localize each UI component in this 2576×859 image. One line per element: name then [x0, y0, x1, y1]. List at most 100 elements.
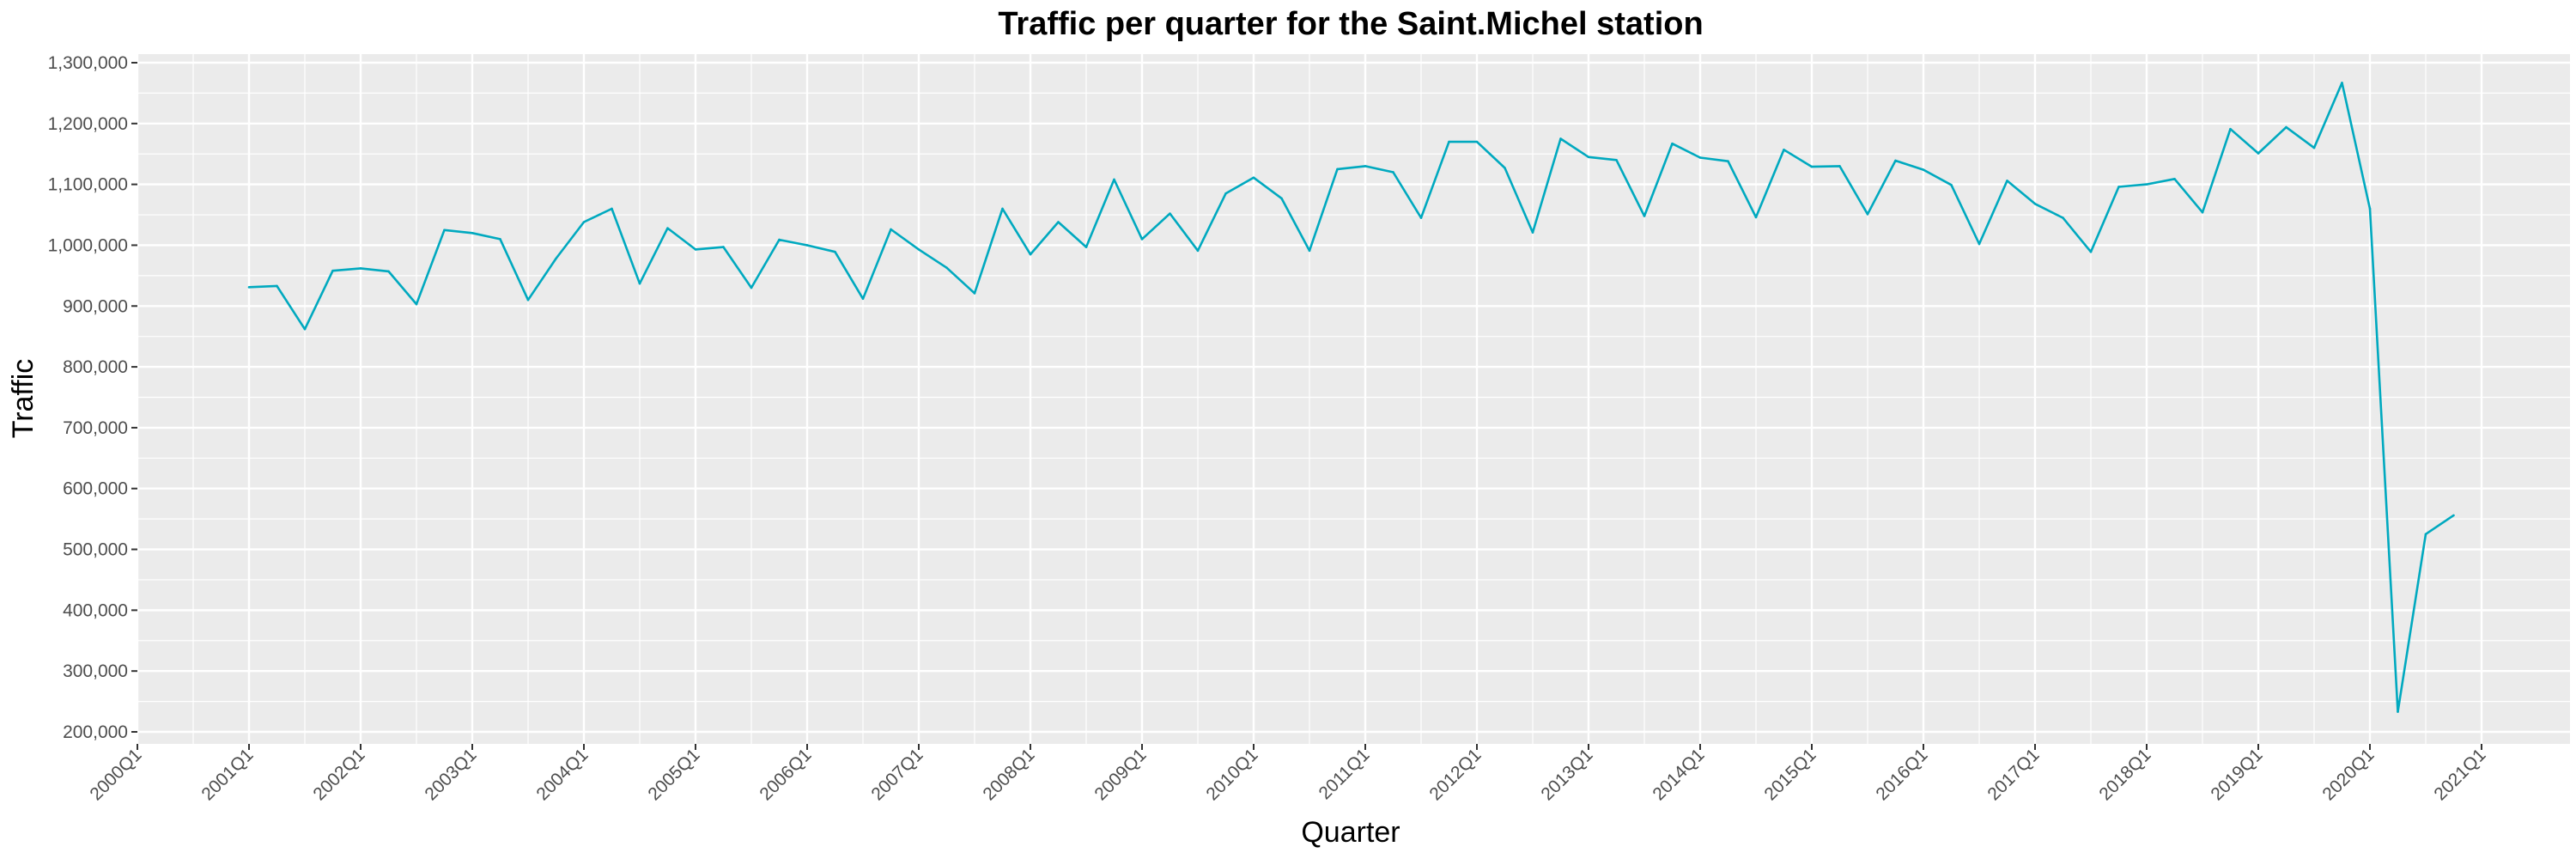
data-point [1866, 213, 1869, 216]
data-point [2312, 146, 2316, 149]
x-tick-label: 2001Q1 [197, 745, 257, 804]
data-point [1950, 184, 1953, 186]
y-tick-label: 500,000 [63, 540, 128, 560]
series-group [247, 82, 2455, 713]
data-point [2145, 183, 2148, 186]
y-tick-label: 400,000 [63, 600, 128, 620]
data-point [1336, 168, 1339, 171]
x-tick-label: 2012Q1 [1425, 745, 1485, 804]
data-point [2424, 533, 2427, 536]
data-point [945, 266, 948, 269]
x-tick-label: 2007Q1 [867, 745, 927, 804]
data-point [2201, 210, 2204, 214]
series-line [248, 82, 2455, 713]
data-point [834, 250, 836, 253]
x-tick-label: 2013Q1 [1537, 745, 1596, 804]
x-tick-label: 2008Q1 [979, 745, 1038, 804]
data-point [805, 244, 809, 247]
data-point [2062, 216, 2064, 219]
chart-title: Traffic per quarter for the Saint.Michel… [998, 6, 1703, 42]
y-tick-label: 1,200,000 [48, 114, 128, 134]
data-point [1140, 238, 1144, 241]
data-point [666, 227, 669, 229]
data-point [1922, 168, 1925, 171]
data-point [2229, 127, 2232, 131]
data-point [1448, 140, 1450, 143]
y-tick-label: 800,000 [63, 357, 128, 377]
data-point [1531, 231, 1534, 234]
y-tick-label: 600,000 [63, 479, 128, 499]
data-point [1475, 140, 1479, 143]
data-point [2341, 82, 2343, 84]
plot-panel [137, 54, 2570, 744]
data-point [1169, 212, 1171, 215]
data-point [778, 238, 781, 241]
data-point [2117, 186, 2120, 188]
data-point [1783, 148, 1785, 151]
y-tick-label: 900,000 [63, 296, 128, 316]
x-tick-label: 2005Q1 [644, 745, 703, 804]
data-point [2397, 710, 2399, 713]
data-point [1252, 176, 1255, 180]
x-tick-label: 2017Q1 [1984, 745, 2043, 804]
data-point [1364, 165, 1367, 168]
data-point [1838, 165, 1841, 168]
major-gridlines [136, 54, 2570, 744]
data-point [1671, 142, 1674, 145]
y-tick-label: 1,000,000 [48, 235, 128, 255]
x-tick-label: 2018Q1 [2095, 745, 2154, 804]
data-point [750, 286, 753, 289]
data-point [247, 286, 251, 289]
minor-gridlines [137, 54, 2570, 744]
x-tick-label: 2009Q1 [1091, 745, 1150, 804]
data-point [443, 228, 446, 232]
data-point [1643, 215, 1646, 217]
data-point [1196, 249, 1200, 253]
x-tick-label: 2011Q1 [1315, 745, 1374, 803]
x-tick-label: 2002Q1 [309, 745, 368, 804]
data-point [638, 282, 641, 285]
data-point [861, 297, 865, 301]
data-point [499, 238, 501, 241]
y-axis-title: Traffic [7, 359, 39, 439]
data-point [1084, 246, 1088, 248]
data-point [1057, 221, 1060, 223]
x-tick-label: 2015Q1 [1760, 745, 1820, 804]
y-tick-label: 1,300,000 [48, 53, 128, 73]
data-point [303, 327, 307, 331]
data-point [890, 228, 892, 231]
x-tick-label: 2014Q1 [1649, 745, 1708, 804]
x-tick-label: 2000Q1 [86, 745, 145, 804]
data-point [415, 302, 418, 306]
data-point [1224, 192, 1227, 195]
data-point [1615, 159, 1618, 161]
data-point [1419, 216, 1423, 219]
data-point [1029, 253, 1032, 256]
x-tick-label: 2019Q1 [2207, 745, 2266, 804]
data-point [359, 267, 362, 270]
data-point [973, 292, 976, 295]
data-point [1559, 137, 1562, 140]
x-tick-label: 2016Q1 [1872, 745, 1931, 804]
data-point [2285, 125, 2287, 129]
data-point [526, 298, 530, 302]
data-point [1504, 167, 1506, 169]
data-point [2257, 152, 2260, 155]
data-point [471, 231, 474, 235]
x-tick-label: 2004Q1 [532, 745, 592, 804]
data-point [1698, 156, 1702, 159]
data-point [2089, 250, 2093, 253]
data-point [387, 270, 390, 273]
x-axis: 2000Q1 2001Q1 2002Q1 2003Q1 2004Q1 2005Q1 2006… [86, 744, 2490, 804]
data-point [331, 269, 334, 272]
data-point [1727, 160, 1729, 163]
y-axis: 200,000 300,000 400,000 500,000 600,000 700,0… [48, 53, 137, 742]
data-point [1113, 178, 1115, 181]
x-tick-label: 2020Q1 [2318, 745, 2378, 804]
data-point [1894, 159, 1897, 162]
data-point [1754, 216, 1758, 219]
y-tick-label: 1,100,000 [48, 175, 128, 195]
data-point [2006, 180, 2008, 182]
x-tick-label: 2003Q1 [421, 745, 480, 804]
